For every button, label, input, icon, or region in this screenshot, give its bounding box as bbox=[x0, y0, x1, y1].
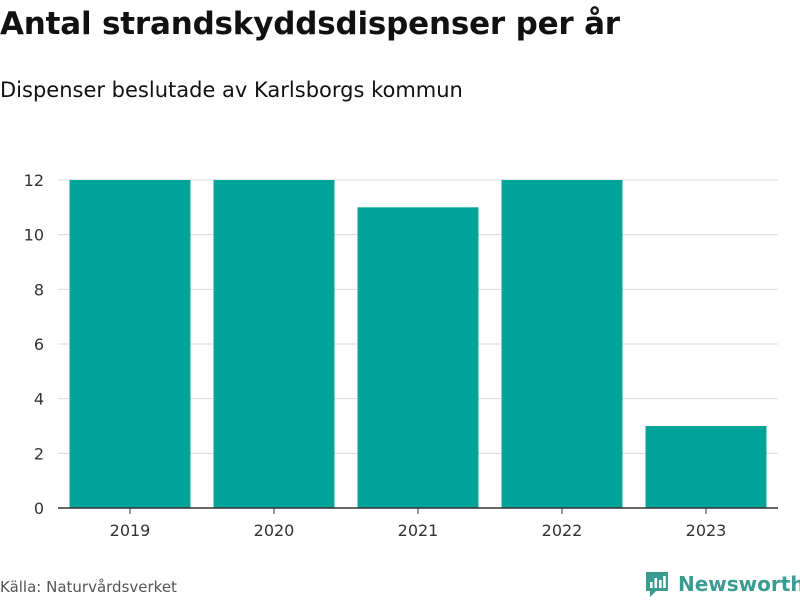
y-tick-label: 6 bbox=[34, 335, 44, 354]
brand: Newsworthy bbox=[644, 570, 800, 598]
bar-2020 bbox=[213, 180, 335, 508]
bar-2022 bbox=[501, 180, 623, 508]
bars bbox=[69, 180, 767, 509]
x-tick-label: 2019 bbox=[110, 521, 151, 540]
axes: 0 2 4 6 8 10 12 2019 2020 2021 2022 2023 bbox=[24, 171, 778, 540]
y-tick-label: 12 bbox=[24, 171, 44, 190]
y-tick-label: 8 bbox=[34, 280, 44, 299]
x-tick-label: 2020 bbox=[254, 521, 295, 540]
newsworthy-logo-icon bbox=[646, 572, 668, 597]
y-tick-label: 0 bbox=[34, 499, 44, 518]
y-tick-label: 4 bbox=[34, 390, 44, 409]
y-tick-label: 10 bbox=[24, 226, 44, 245]
chart-title: Antal strandskyddsdispenser per år bbox=[0, 6, 620, 42]
source-note: Källa: Naturvårdsverket bbox=[0, 578, 177, 596]
bar-2021 bbox=[357, 207, 479, 509]
x-tick-label: 2021 bbox=[398, 521, 439, 540]
brand-name: Newsworthy bbox=[678, 572, 800, 596]
x-tick-label: 2022 bbox=[542, 521, 583, 540]
x-tick-label: 2023 bbox=[686, 521, 727, 540]
y-tick-label: 2 bbox=[34, 444, 44, 463]
chart-subtitle: Dispenser beslutade av Karlsborgs kommun bbox=[0, 78, 463, 102]
bar-2023 bbox=[645, 426, 767, 508]
bar-2019 bbox=[69, 180, 191, 508]
